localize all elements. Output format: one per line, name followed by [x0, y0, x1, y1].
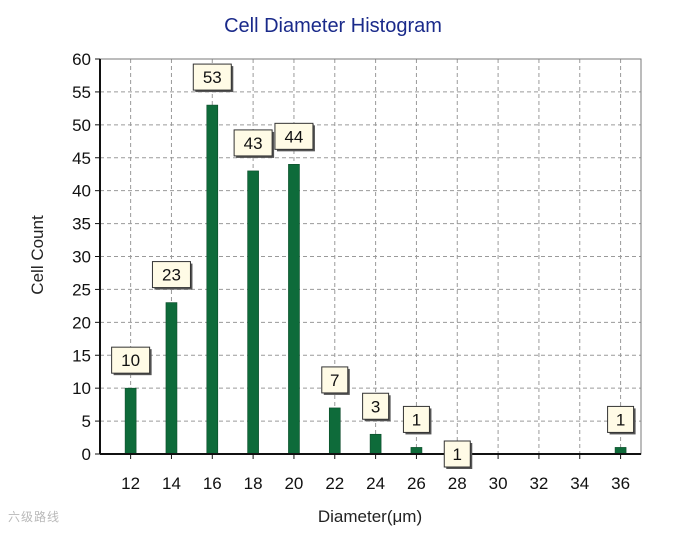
y-tick-label: 45	[72, 149, 91, 168]
data-label-box	[607, 405, 635, 433]
data-label-36: 1	[607, 405, 636, 435]
y-tick-label: 15	[72, 346, 91, 365]
data-label-text: 53	[203, 68, 222, 87]
data-label-text: 1	[453, 445, 462, 464]
data-label-text: 1	[616, 410, 625, 429]
chart-title: Cell Diameter Histogram	[224, 15, 442, 37]
data-label-18: 43	[233, 129, 275, 158]
data-label-24: 3	[362, 392, 391, 422]
y-tick-label: 20	[72, 313, 91, 332]
data-label-text: 43	[244, 134, 263, 153]
y-tick-label: 50	[72, 116, 91, 135]
x-tick-label: 36	[611, 474, 630, 493]
x-tick-label: 12	[121, 474, 140, 493]
bar-20	[288, 164, 300, 455]
x-axis-label: Diameter(μm)	[318, 507, 422, 526]
data-label-26: 1	[402, 405, 432, 435]
bar-24	[369, 433, 382, 455]
bar-16	[206, 104, 219, 455]
data-label-text: 23	[162, 266, 181, 285]
data-label-22: 7	[321, 366, 350, 395]
data-label-box	[111, 346, 151, 374]
data-label-box	[274, 122, 314, 150]
y-tick-label: 55	[72, 83, 91, 102]
plot-area: 0 5 10 15 20 25 30 35 40 45 50 55 60 12 14 16 18 20 22 24 26…	[72, 50, 642, 493]
y-tick-label: 0	[82, 445, 91, 464]
data-label-text: 10	[121, 351, 140, 370]
x-tick-label: 28	[448, 474, 467, 493]
data-label-text: 3	[371, 397, 380, 416]
y-tick-label: 25	[72, 280, 91, 299]
y-tick-label: 30	[72, 248, 91, 267]
data-label-box	[443, 440, 471, 468]
bar-18	[247, 170, 259, 455]
y-tick-label: 5	[82, 412, 91, 431]
y-axis-label: Cell Count	[28, 215, 47, 295]
data-label-box	[233, 129, 273, 157]
x-tick-label: 18	[244, 474, 263, 493]
x-tick-label: 30	[489, 474, 508, 493]
bar-22	[328, 407, 341, 455]
data-label-text: 7	[330, 371, 339, 390]
data-label-16: 53	[192, 63, 234, 93]
data-label-box	[192, 63, 232, 91]
x-tick-label: 32	[529, 474, 548, 493]
bar-12	[124, 387, 137, 455]
data-label-text: 1	[412, 410, 421, 429]
x-tick-label: 34	[570, 474, 589, 493]
y-tick-label: 60	[72, 50, 91, 69]
data-label-28: 1	[443, 440, 473, 469]
x-tick-label: 20	[284, 474, 303, 493]
x-tick-label: 24	[366, 474, 385, 493]
x-tick-label: 26	[407, 474, 426, 493]
data-label-box	[402, 405, 430, 433]
y-tick-label: 40	[72, 182, 91, 201]
data-label-box	[362, 392, 390, 420]
data-label-12: 10	[111, 346, 152, 376]
data-label-text: 44	[284, 127, 303, 146]
data-label-box	[151, 261, 191, 289]
x-tick-label: 14	[162, 474, 181, 493]
x-tick-label: 22	[325, 474, 344, 493]
x-tick-label: 16	[203, 474, 222, 493]
watermark: 六级路线	[8, 510, 61, 524]
y-tick-label: 35	[72, 215, 91, 234]
bar-14	[165, 302, 178, 455]
data-label-box	[321, 366, 349, 394]
data-label-14: 23	[151, 261, 193, 290]
data-label-20: 44	[274, 122, 315, 152]
y-tick-label: 10	[72, 379, 91, 398]
